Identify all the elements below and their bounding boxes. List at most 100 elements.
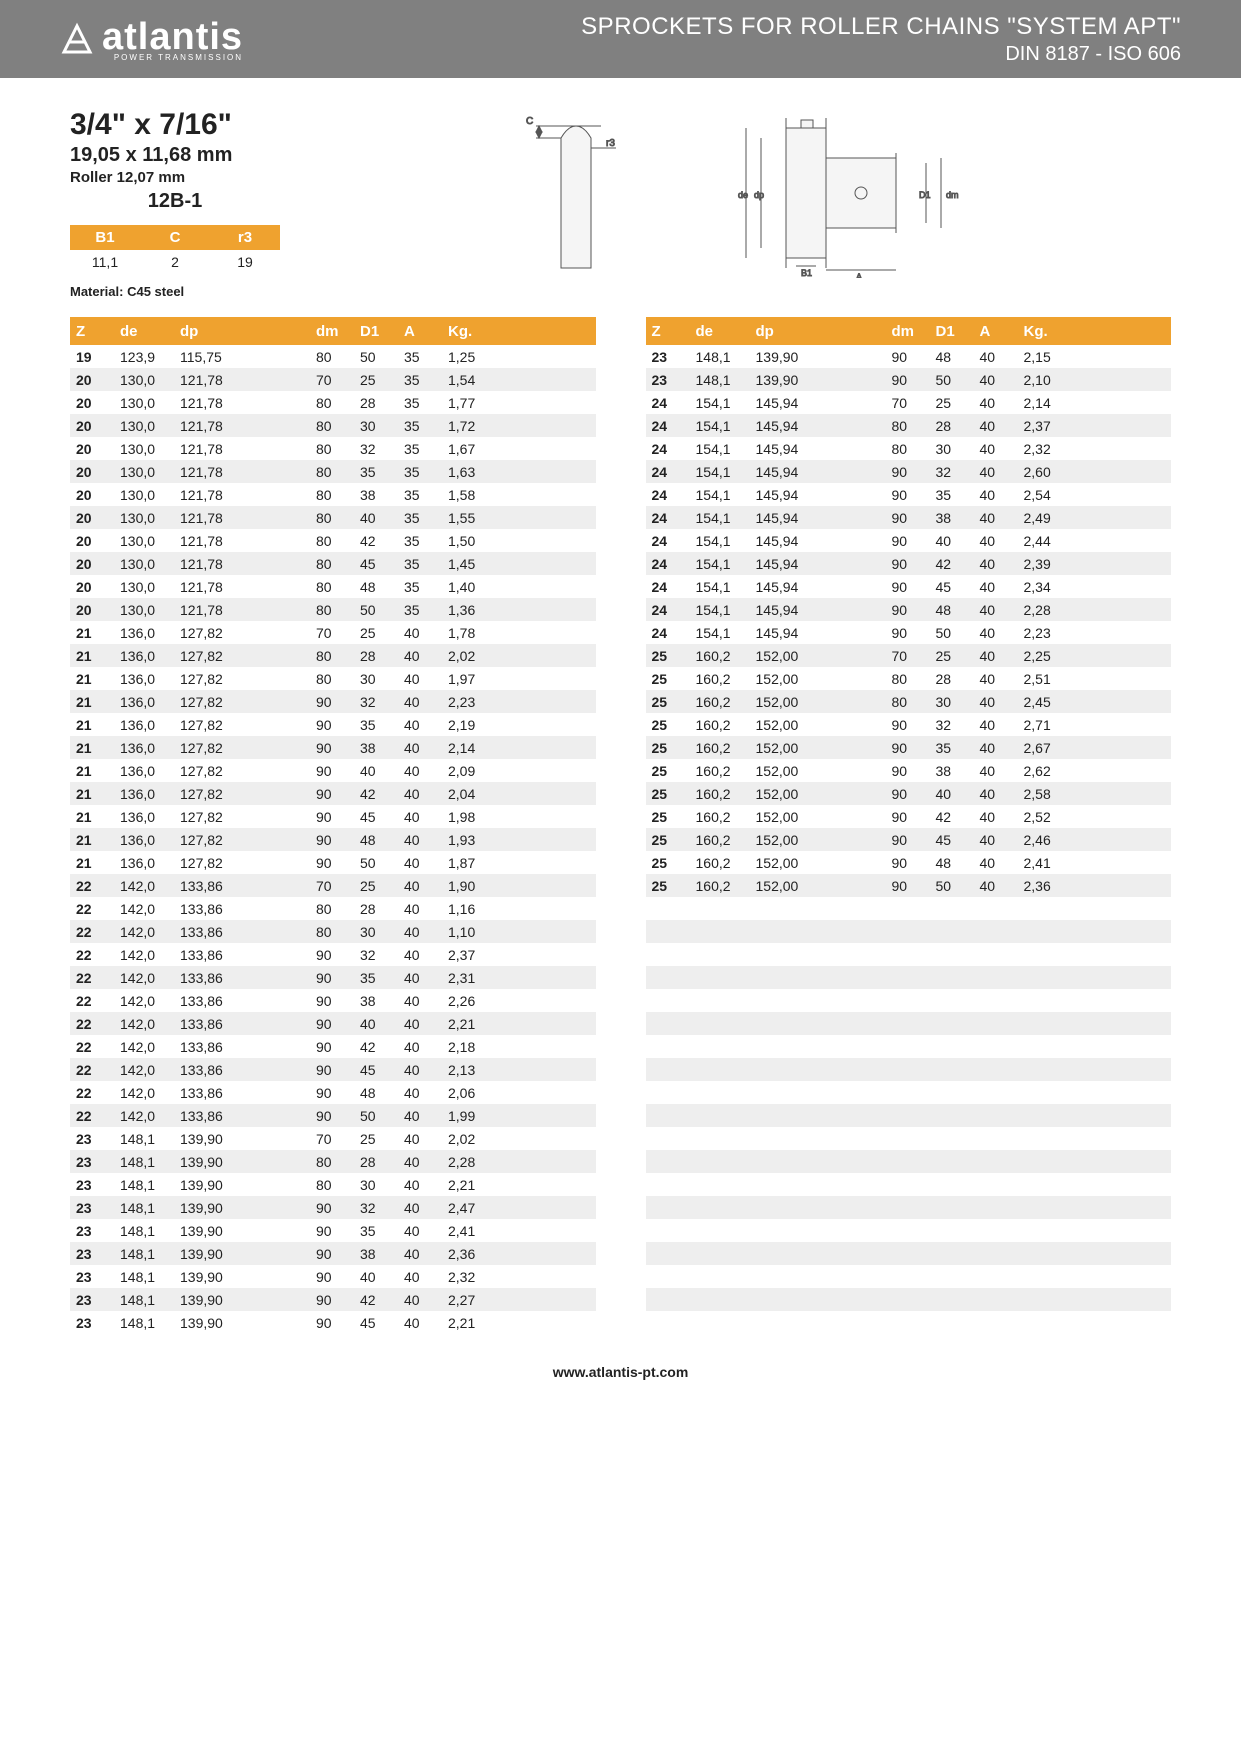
svg-text:A: A (856, 272, 862, 278)
table-cell: 90 (886, 878, 930, 894)
table-cell: 1,25 (442, 349, 502, 365)
table-cell: 154,1 (690, 487, 750, 503)
table-cell: 139,90 (174, 1223, 250, 1239)
table-cell: 152,00 (750, 740, 826, 756)
table-cell: 160,2 (690, 694, 750, 710)
svg-text:C: C (526, 116, 533, 127)
table-cell: 70 (886, 395, 930, 411)
table-cell: 35 (398, 510, 442, 526)
table-cell: 160,2 (690, 855, 750, 871)
table-row: 23148,1139,908028402,28 (70, 1150, 596, 1173)
table-cell: 90 (886, 809, 930, 825)
table-header: Z de dp dm D1 A Kg. (70, 317, 596, 345)
table-cell: 40 (974, 832, 1018, 848)
table-cell: 2,36 (1018, 878, 1078, 894)
table-cell: 139,90 (750, 349, 826, 365)
table-cell: 42 (930, 809, 974, 825)
table-cell: 25 (646, 763, 690, 779)
table-cell: 145,94 (750, 441, 826, 457)
table-cell: 40 (398, 855, 442, 871)
table-cell: 40 (398, 1085, 442, 1101)
table-cell: 21 (70, 855, 114, 871)
table-cell: 90 (886, 625, 930, 641)
th-kg: Kg. (442, 323, 502, 340)
table-cell: 20 (70, 487, 114, 503)
header-titles: SPROCKETS FOR ROLLER CHAINS "SYSTEM APT"… (581, 13, 1181, 66)
table-cell: 160,2 (690, 763, 750, 779)
table-cell: 1,40 (442, 579, 502, 595)
table-cell: 2,52 (1018, 809, 1078, 825)
table-cell: 20 (70, 464, 114, 480)
table-cell: 133,86 (174, 1016, 250, 1032)
table-cell: 40 (398, 671, 442, 687)
table-cell: 90 (310, 1223, 354, 1239)
table-row: 21136,0127,829035402,19 (70, 713, 596, 736)
table-cell: 2,37 (1018, 418, 1078, 434)
table-cell: 2,28 (442, 1154, 502, 1170)
table-row: 25160,2152,008030402,45 (646, 690, 1172, 713)
table-row: 24154,1145,948030402,32 (646, 437, 1172, 460)
table-cell: 145,94 (750, 533, 826, 549)
table-cell: 70 (310, 372, 354, 388)
table-cell: 40 (974, 786, 1018, 802)
table-cell: 35 (930, 487, 974, 503)
table-cell: 40 (398, 832, 442, 848)
table-cell: 24 (646, 418, 690, 434)
table-row: 21136,0127,828028402,02 (70, 644, 596, 667)
table-cell: 25 (930, 648, 974, 664)
table-cell: 80 (886, 418, 930, 434)
table-row (646, 1150, 1172, 1173)
table-cell: 154,1 (690, 418, 750, 434)
table-cell: 20 (70, 441, 114, 457)
table-cell: 24 (646, 395, 690, 411)
table-cell: 80 (310, 602, 354, 618)
table-cell: 90 (310, 855, 354, 871)
table-row: 24154,1145,949038402,49 (646, 506, 1172, 529)
table-cell: 21 (70, 671, 114, 687)
th-z: Z (646, 323, 690, 340)
table-cell: 23 (70, 1200, 114, 1216)
table-cell: 24 (646, 579, 690, 595)
spec-box: 3/4" x 7/16" 19,05 x 11,68 mm Roller 12,… (70, 108, 280, 299)
table-cell: 20 (70, 602, 114, 618)
table-cell: 1,45 (442, 556, 502, 572)
table-cell: 40 (398, 1039, 442, 1055)
table-cell: 2,34 (1018, 579, 1078, 595)
th-d1: D1 (354, 323, 398, 340)
table-cell: 136,0 (114, 809, 174, 825)
table-cell: 148,1 (114, 1269, 174, 1285)
table-cell: 40 (354, 1016, 398, 1032)
table-cell: 40 (398, 970, 442, 986)
table-cell: 40 (354, 763, 398, 779)
table-cell: 115,75 (174, 349, 250, 365)
table-row (646, 897, 1172, 920)
technical-diagrams: C r3 (320, 108, 1171, 278)
table-cell: 40 (974, 418, 1018, 434)
table-cell: 148,1 (114, 1154, 174, 1170)
table-cell: 136,0 (114, 740, 174, 756)
material-label: Material: C45 steel (70, 284, 280, 299)
table-row: 22142,0133,869040402,21 (70, 1012, 596, 1035)
table-cell: 2,06 (442, 1085, 502, 1101)
table-cell: 40 (398, 1200, 442, 1216)
table-cell: 42 (354, 533, 398, 549)
table-cell: 90 (310, 1085, 354, 1101)
table-cell: 142,0 (114, 993, 174, 1009)
table-row: 22142,0133,869035402,31 (70, 966, 596, 989)
table-cell: 45 (354, 556, 398, 572)
table-cell: 40 (354, 1269, 398, 1285)
table-cell: 22 (70, 1062, 114, 1078)
table-cell: 30 (354, 1177, 398, 1193)
table-cell: 1,10 (442, 924, 502, 940)
table-cell: 80 (310, 418, 354, 434)
table-cell: 160,2 (690, 878, 750, 894)
table-cell: 80 (886, 441, 930, 457)
th-dm: dm (886, 323, 930, 340)
small-val-r3: 19 (210, 250, 280, 274)
table-cell: 35 (930, 740, 974, 756)
table-cell: 127,82 (174, 832, 250, 848)
table-cell: 80 (310, 487, 354, 503)
table-cell: 2,39 (1018, 556, 1078, 572)
table-cell: 22 (70, 947, 114, 963)
table-cell: 45 (930, 579, 974, 595)
